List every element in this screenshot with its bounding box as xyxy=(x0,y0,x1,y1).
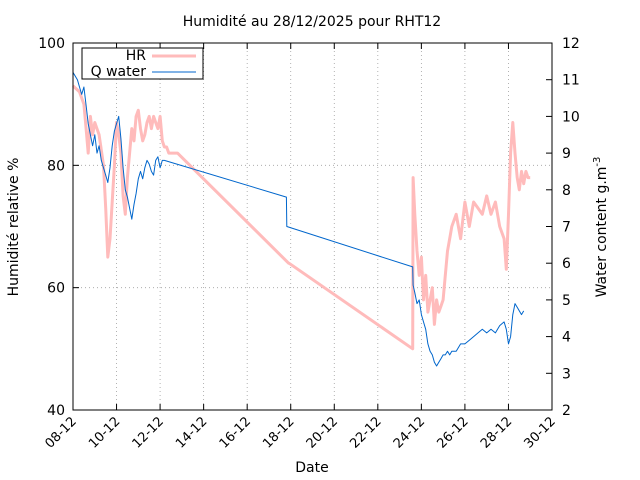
legend-label-hr: HR xyxy=(126,48,147,64)
y-tick-label: 60 xyxy=(47,281,65,297)
x-tick-label: 26-12 xyxy=(434,414,471,451)
series-line-hr xyxy=(71,84,531,351)
x-axis-label: Date xyxy=(295,460,328,476)
series-line-q-water xyxy=(72,72,525,367)
y2-tick-label: 12 xyxy=(562,36,580,52)
y2-tick-label: 4 xyxy=(562,330,571,346)
x-axis: 08-12 10-12 12-12 14-12 16-12 18-12 20-12 22-12… xyxy=(43,43,559,452)
x-tick-label: 18-12 xyxy=(260,414,297,451)
legend: HR Q water xyxy=(81,47,204,80)
y2-tick-label: 2 xyxy=(562,403,571,419)
y2-tick-label: 7 xyxy=(562,220,571,236)
y2-axis-label-sup: -3 xyxy=(592,157,603,167)
y2-tick-label: 6 xyxy=(562,256,571,272)
y-axis-label: Humidité relative % xyxy=(6,158,22,297)
series-layer xyxy=(71,72,531,367)
y-tick-label: 80 xyxy=(47,158,65,174)
x-tick-label: 30-12 xyxy=(522,414,559,451)
y2-tick-label: 5 xyxy=(562,293,571,309)
y2-tick-label: 10 xyxy=(562,109,580,125)
y-axis-right: 2 3 4 5 6 7 8 9 10 11 12 xyxy=(546,36,580,419)
y2-axis-label-base: Water content g.m xyxy=(594,167,610,298)
x-tick-label: 24-12 xyxy=(391,414,428,451)
legend-label-q-water: Q water xyxy=(91,64,147,80)
chart-title: Humidité au 28/12/2025 pour RHT12 xyxy=(183,14,441,30)
y2-axis-label: Water content g.m-3 xyxy=(592,157,610,298)
y2-tick-label: 8 xyxy=(562,183,571,199)
grid xyxy=(73,43,552,410)
y2-tick-label: 11 xyxy=(562,73,580,89)
x-tick-label: 10-12 xyxy=(86,414,123,451)
x-tick-label: 22-12 xyxy=(347,414,384,451)
y-tick-label: 40 xyxy=(47,403,65,419)
y2-tick-label: 9 xyxy=(562,146,571,162)
legend-box xyxy=(81,47,204,80)
x-tick-label: 28-12 xyxy=(478,414,515,451)
y-tick-label: 100 xyxy=(38,36,65,52)
x-tick-label: 08-12 xyxy=(43,414,80,451)
x-tick-label: 14-12 xyxy=(173,414,210,451)
plot-frame xyxy=(72,42,553,411)
y-axis-left: 40 60 80 100 xyxy=(38,36,79,419)
y2-tick-label: 3 xyxy=(562,366,571,382)
x-tick-label: 20-12 xyxy=(304,414,341,451)
x-tick-label: 12-12 xyxy=(130,414,167,451)
x-tick-label: 16-12 xyxy=(217,414,254,451)
